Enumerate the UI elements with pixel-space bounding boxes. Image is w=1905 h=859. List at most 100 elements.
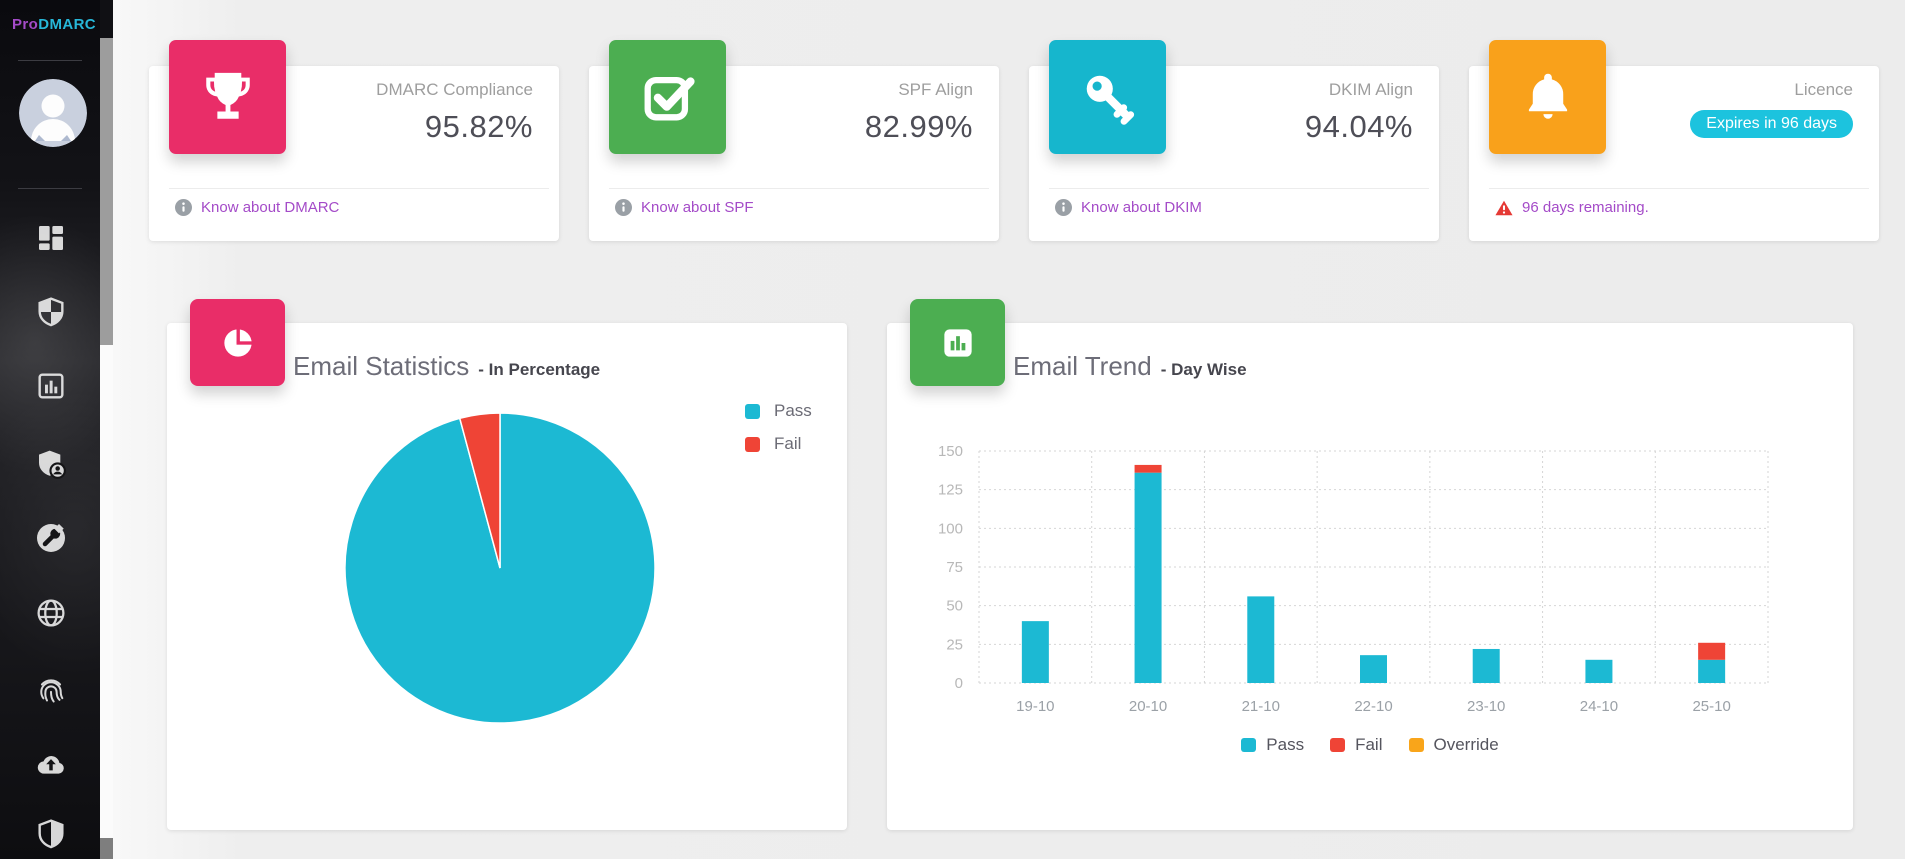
fingerprint-icon xyxy=(40,679,64,703)
app-logo[interactable]: ProDMARC xyxy=(12,16,96,33)
bar-chart-tile-icon xyxy=(943,328,972,357)
info-icon xyxy=(175,199,192,216)
bar-pass-24-10 xyxy=(1585,659,1613,683)
days-remaining-text: 96 days remaining. xyxy=(1495,199,1649,216)
sidebar: ProDMARC xyxy=(0,0,100,859)
bar-pass-19-10 xyxy=(1021,621,1049,683)
sidebar-item-identity[interactable] xyxy=(35,673,67,705)
legend-swatch xyxy=(745,403,760,419)
sidebar-item-security[interactable] xyxy=(35,296,67,328)
divider xyxy=(1049,188,1429,189)
sidebar-item-dashboard[interactable] xyxy=(35,222,67,254)
pie-legend-item-pass[interactable]: Pass xyxy=(745,401,812,421)
dashboard-icon xyxy=(39,226,63,250)
stat-label: DKIM Align xyxy=(1328,80,1413,99)
key-tile xyxy=(1049,40,1166,154)
footer-link-label: Know about SPF xyxy=(641,199,754,216)
bar-pass-23-10 xyxy=(1472,648,1500,683)
x-axis-label: 23-10 xyxy=(1467,698,1505,715)
avatar-person-icon xyxy=(19,79,87,147)
scrollbar-thumb[interactable] xyxy=(100,38,113,345)
legend-label: Fail xyxy=(774,434,802,453)
pie-legend: Pass Fail xyxy=(745,401,812,467)
bar-pass-21-10 xyxy=(1247,596,1275,683)
x-axis-label: 22-10 xyxy=(1354,698,1392,715)
email-trend-card: Email Trend - Day Wise 0 25 50 75 100 125 150 1… xyxy=(887,299,1853,830)
check-square-icon xyxy=(644,76,695,121)
legend-label: Pass xyxy=(774,401,812,420)
know-about-dkim-link[interactable]: Know about DKIM xyxy=(1055,199,1202,216)
key-icon xyxy=(1086,75,1134,125)
logo-pro-text: Pro xyxy=(12,16,39,33)
footer-link-label: Know about DMARC xyxy=(201,199,340,216)
pie-slice-fail xyxy=(458,412,501,569)
x-axis-label: 25-10 xyxy=(1692,698,1730,715)
info-icon xyxy=(615,199,632,216)
divider xyxy=(609,188,989,189)
chart-title: Email Statistics xyxy=(293,351,470,381)
sidebar-scrollbar xyxy=(100,0,113,859)
pie-legend-item-fail[interactable]: Fail xyxy=(745,434,812,454)
licence-expiry-badge: Expires in 96 days xyxy=(1690,110,1853,138)
divider xyxy=(169,188,549,189)
sidebar-item-policy[interactable] xyxy=(35,818,67,850)
bar-pass-25-10 xyxy=(1698,659,1726,683)
sidebar-item-tools[interactable] xyxy=(35,522,67,554)
main-content: DMARC Compliance 95.82% Know about DMARC… xyxy=(113,0,1905,859)
trend-legend-item-pass[interactable]: Pass xyxy=(1241,735,1304,755)
stat-card-dmarc-compliance: DMARC Compliance 95.82% Know about DMARC xyxy=(149,40,559,241)
sidebar-item-user-management[interactable] xyxy=(35,448,67,480)
globe-icon xyxy=(37,599,65,627)
sidebar-item-domains[interactable] xyxy=(35,597,67,629)
legend-swatch xyxy=(745,436,760,452)
y-tick-label: 50 xyxy=(946,598,963,615)
stat-label: SPF Align xyxy=(898,80,973,99)
info-icon xyxy=(1055,199,1072,216)
trend-legend-item-fail[interactable]: Fail xyxy=(1330,735,1383,755)
chart-subtitle: - Day Wise xyxy=(1160,360,1247,379)
sidebar-item-upload[interactable] xyxy=(35,749,67,781)
stat-card-dkim-align: DKIM Align 94.04% Know about DKIM xyxy=(1029,40,1439,241)
scrollbar-cap xyxy=(100,0,113,38)
stat-head: Licence Expires in 96 days xyxy=(1690,80,1853,138)
divider xyxy=(1489,188,1869,189)
bar-pass-20-10 xyxy=(1134,472,1162,683)
stat-value: 94.04% xyxy=(1304,109,1413,144)
shield-user-icon xyxy=(39,450,66,479)
sidebar-item-reports[interactable] xyxy=(35,370,67,402)
legend-swatch xyxy=(1241,738,1257,752)
bar-fail-25-10 xyxy=(1698,642,1726,660)
pie-chart xyxy=(344,412,656,724)
trophy-tile xyxy=(169,40,286,154)
x-axis-label: 21-10 xyxy=(1242,698,1280,715)
stat-head: DMARC Compliance 95.82% xyxy=(376,80,533,145)
y-tick-label: 100 xyxy=(938,520,963,537)
logo-dmarc-text: DMARC xyxy=(38,16,97,33)
y-tick-label: 150 xyxy=(938,443,963,460)
stat-label: Licence xyxy=(1794,80,1853,99)
scrollbar-bottom xyxy=(100,838,113,859)
know-about-dmarc-link[interactable]: Know about DMARC xyxy=(175,199,339,216)
bar-pass-22-10 xyxy=(1360,655,1387,683)
stat-head: DKIM Align 94.04% xyxy=(1305,80,1413,145)
y-tick-label: 125 xyxy=(938,482,963,499)
pie-chart-icon xyxy=(223,325,254,357)
email-statistics-card: Email Statistics - In Percentage Pass Fai… xyxy=(167,299,847,830)
footer-text: 96 days remaining. xyxy=(1522,199,1649,216)
x-axis-label: 20-10 xyxy=(1129,698,1167,715)
trophy-icon xyxy=(205,72,250,119)
pie-tile xyxy=(190,299,285,386)
stat-card-spf-align: SPF Align 82.99% Know about SPF xyxy=(589,40,999,241)
trend-legend-item-override[interactable]: Override xyxy=(1408,735,1499,755)
user-avatar[interactable] xyxy=(19,79,87,147)
shield-half-icon xyxy=(38,819,64,849)
y-tick-label: 75 xyxy=(946,559,963,576)
legend-swatch xyxy=(1408,738,1424,752)
chart-title-row: Email Statistics - In Percentage xyxy=(293,351,600,382)
bell-icon xyxy=(1528,73,1567,119)
shield-icon xyxy=(38,297,64,327)
chart-subtitle: - In Percentage xyxy=(478,360,601,379)
sidebar-divider xyxy=(18,188,82,189)
stat-value: 82.99% xyxy=(864,109,973,144)
know-about-spf-link[interactable]: Know about SPF xyxy=(615,199,754,216)
